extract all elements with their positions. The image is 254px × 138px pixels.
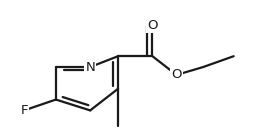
Text: O: O	[147, 19, 158, 32]
Text: O: O	[171, 68, 182, 81]
Text: F: F	[20, 104, 28, 117]
Text: N: N	[85, 61, 95, 74]
